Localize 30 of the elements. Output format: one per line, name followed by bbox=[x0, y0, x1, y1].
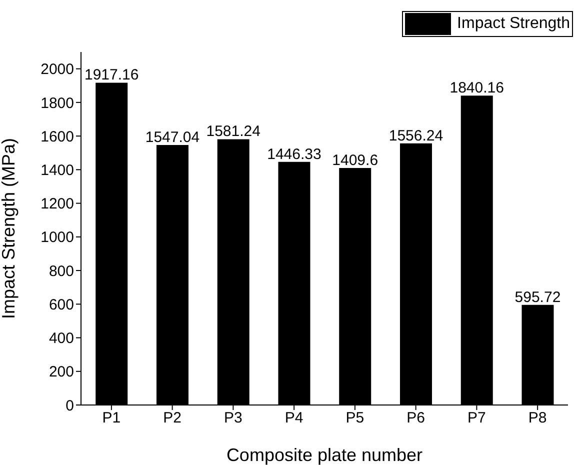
y-axis-title: Impact Strength (MPa) bbox=[0, 138, 18, 320]
x-tick-label: P8 bbox=[528, 410, 547, 427]
data-label: 1446.33 bbox=[267, 146, 322, 163]
x-tick-label: P5 bbox=[346, 410, 364, 427]
x-tick-label: P3 bbox=[224, 410, 242, 427]
y-tick-label: 600 bbox=[48, 296, 74, 314]
data-label: 595.72 bbox=[514, 288, 561, 306]
x-axis-title: Composite plate number bbox=[226, 445, 423, 465]
data-label: 1409.6 bbox=[332, 152, 378, 170]
y-tick-label: 2000 bbox=[40, 61, 74, 78]
x-tick-label: P2 bbox=[163, 410, 182, 427]
data-label: 1556.24 bbox=[388, 127, 444, 144]
data-label: 1547.04 bbox=[145, 128, 200, 146]
x-tick-label: P1 bbox=[102, 410, 121, 427]
y-tick-label: 0 bbox=[66, 397, 74, 414]
x-tick-label: P7 bbox=[468, 410, 486, 427]
y-tick-label: 1200 bbox=[40, 196, 74, 213]
y-tick-label: 1400 bbox=[40, 162, 74, 179]
data-label: 1917.16 bbox=[84, 66, 139, 84]
y-tick-label: 1800 bbox=[40, 94, 74, 112]
x-tick-label: P6 bbox=[406, 410, 425, 427]
y-tick-label: 1600 bbox=[40, 128, 74, 146]
y-tick-label: 200 bbox=[48, 364, 74, 381]
y-tick-label: 400 bbox=[48, 330, 74, 348]
legend-label: Impact Strength bbox=[457, 15, 570, 33]
data-label: 1581.24 bbox=[206, 123, 260, 140]
data-label: 1840.16 bbox=[450, 80, 504, 97]
y-tick-label: 1000 bbox=[40, 229, 74, 246]
x-tick-label: P4 bbox=[284, 410, 304, 427]
y-tick-label: 800 bbox=[48, 262, 74, 280]
